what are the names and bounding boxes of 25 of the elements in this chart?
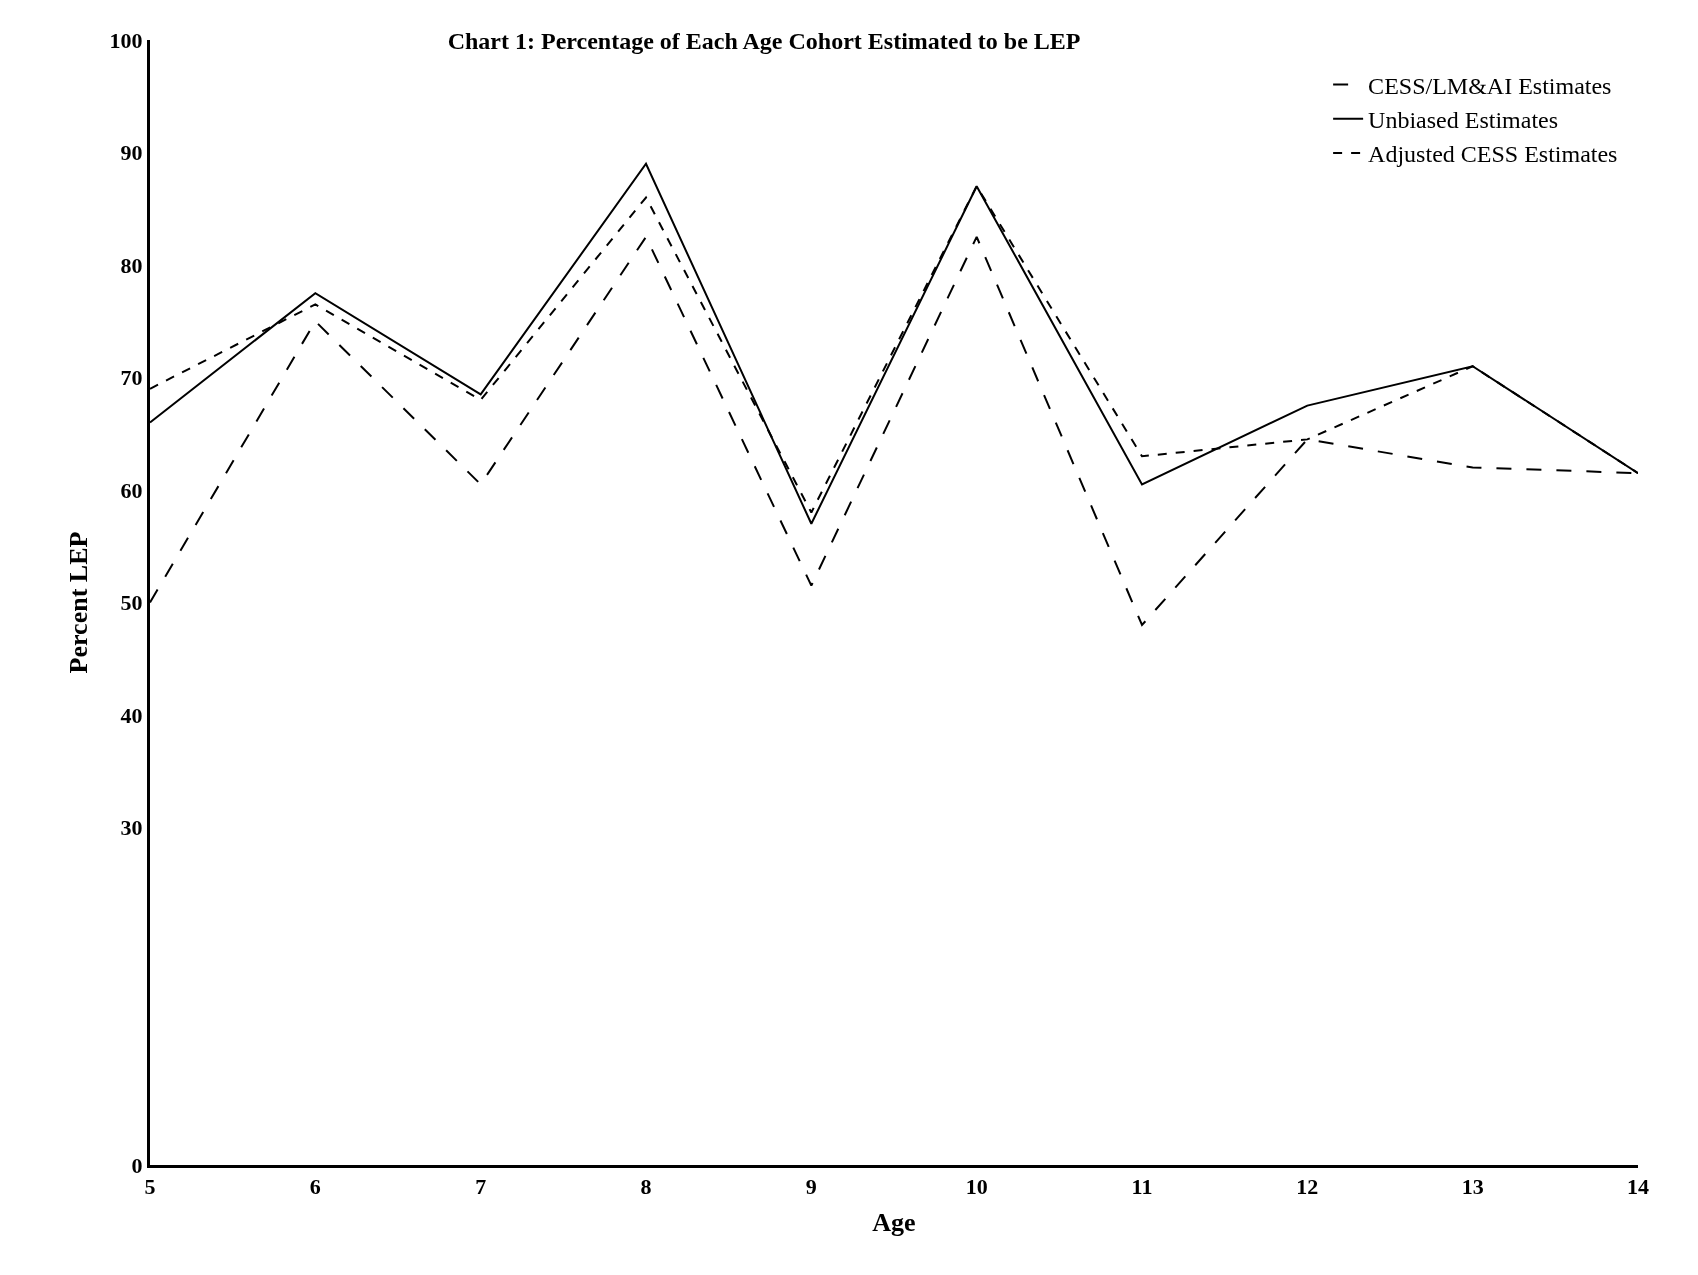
y-tick-label: 50 [120, 590, 143, 616]
x-tick-label: 8 [640, 1174, 652, 1200]
y-axis-title: Percent LEP [64, 531, 93, 674]
x-axis-title: Age [872, 1208, 916, 1238]
y-tick-label: 70 [120, 365, 143, 391]
y-tick-label: 0 [131, 1152, 143, 1178]
x-tick-label: 9 [805, 1174, 817, 1200]
x-tick-label: 6 [309, 1174, 321, 1200]
x-tick-label: 5 [144, 1174, 156, 1200]
y-tick-label: 90 [120, 140, 143, 166]
legend-label: CESS/LM&AI Estimates [1368, 72, 1612, 99]
x-tick-label: 12 [1296, 1174, 1319, 1200]
x-tick-label: 14 [1627, 1174, 1649, 1200]
x-tick-label: 10 [965, 1174, 988, 1200]
y-tick-label: 30 [120, 815, 143, 841]
y-tick-label: 60 [120, 477, 143, 503]
x-tick-label: 11 [1131, 1174, 1153, 1200]
chart-title: Chart 1: Percentage of Each Age Cohort Estimated to be LEP [447, 27, 1081, 54]
x-tick-label: 13 [1461, 1174, 1484, 1200]
x-tick-label: 7 [475, 1174, 487, 1200]
y-tick-label: 80 [120, 252, 143, 278]
y-tick-label: 40 [120, 702, 143, 728]
y-tick-label: 100 [109, 27, 143, 53]
legend-label: Adjusted CESS Estimates [1368, 141, 1618, 168]
legend-label: Unbiased Estimates [1368, 107, 1559, 134]
